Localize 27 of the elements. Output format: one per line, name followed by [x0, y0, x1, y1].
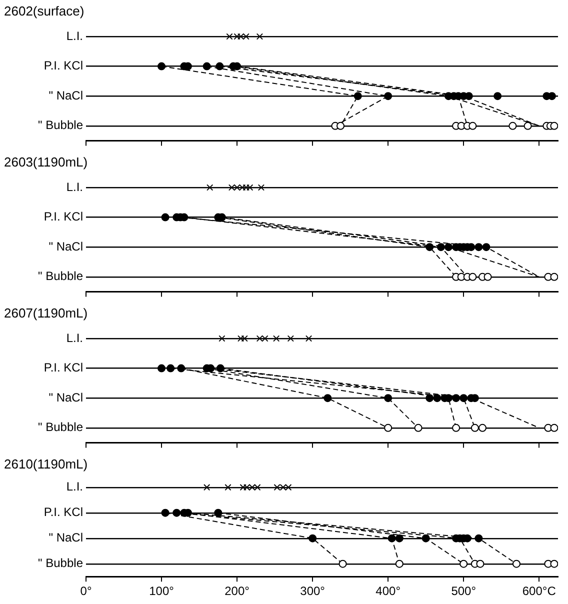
x-tick-label: 600°C [522, 584, 556, 598]
y-tick-label: " NaCl [48, 88, 83, 102]
y-tick-label: L.I. [66, 480, 83, 494]
x-tick-label: 400° [376, 584, 401, 598]
x-tick-label: 200° [224, 584, 250, 598]
chart-title: 2603(1190mL) [4, 154, 88, 170]
y-tick-label: " Bubble [38, 118, 84, 132]
x-tick-label: 500° [451, 584, 476, 598]
chart-title: 2602(surface) [4, 3, 84, 18]
y-tick-label: L.I. [66, 180, 83, 194]
x-tick-label: 300° [300, 584, 326, 598]
x-tick-label: 100° [149, 584, 174, 598]
y-tick-label: " Bubble [38, 420, 84, 434]
y-tick-label: " Bubble [38, 556, 84, 570]
y-tick-label: " NaCl [48, 390, 83, 404]
y-tick-label: P.I. KCl [44, 505, 83, 520]
y-tick-label: P.I. KCl [44, 58, 83, 73]
y-tick-label: P.I. KCl [44, 210, 83, 224]
y-tick-label: L.I. [66, 330, 83, 345]
chart-title: 2610(1190mL) [4, 456, 88, 472]
chart-title: 2607(1190mL) [4, 305, 88, 320]
y-tick-label: " NaCl [48, 530, 83, 545]
y-tick-label: " NaCl [48, 239, 83, 254]
y-tick-label: P.I. KCl [44, 360, 83, 375]
x-tick-label: 0° [80, 584, 92, 598]
y-tick-label: L.I. [66, 28, 83, 43]
y-tick-label: " Bubble [38, 269, 84, 284]
